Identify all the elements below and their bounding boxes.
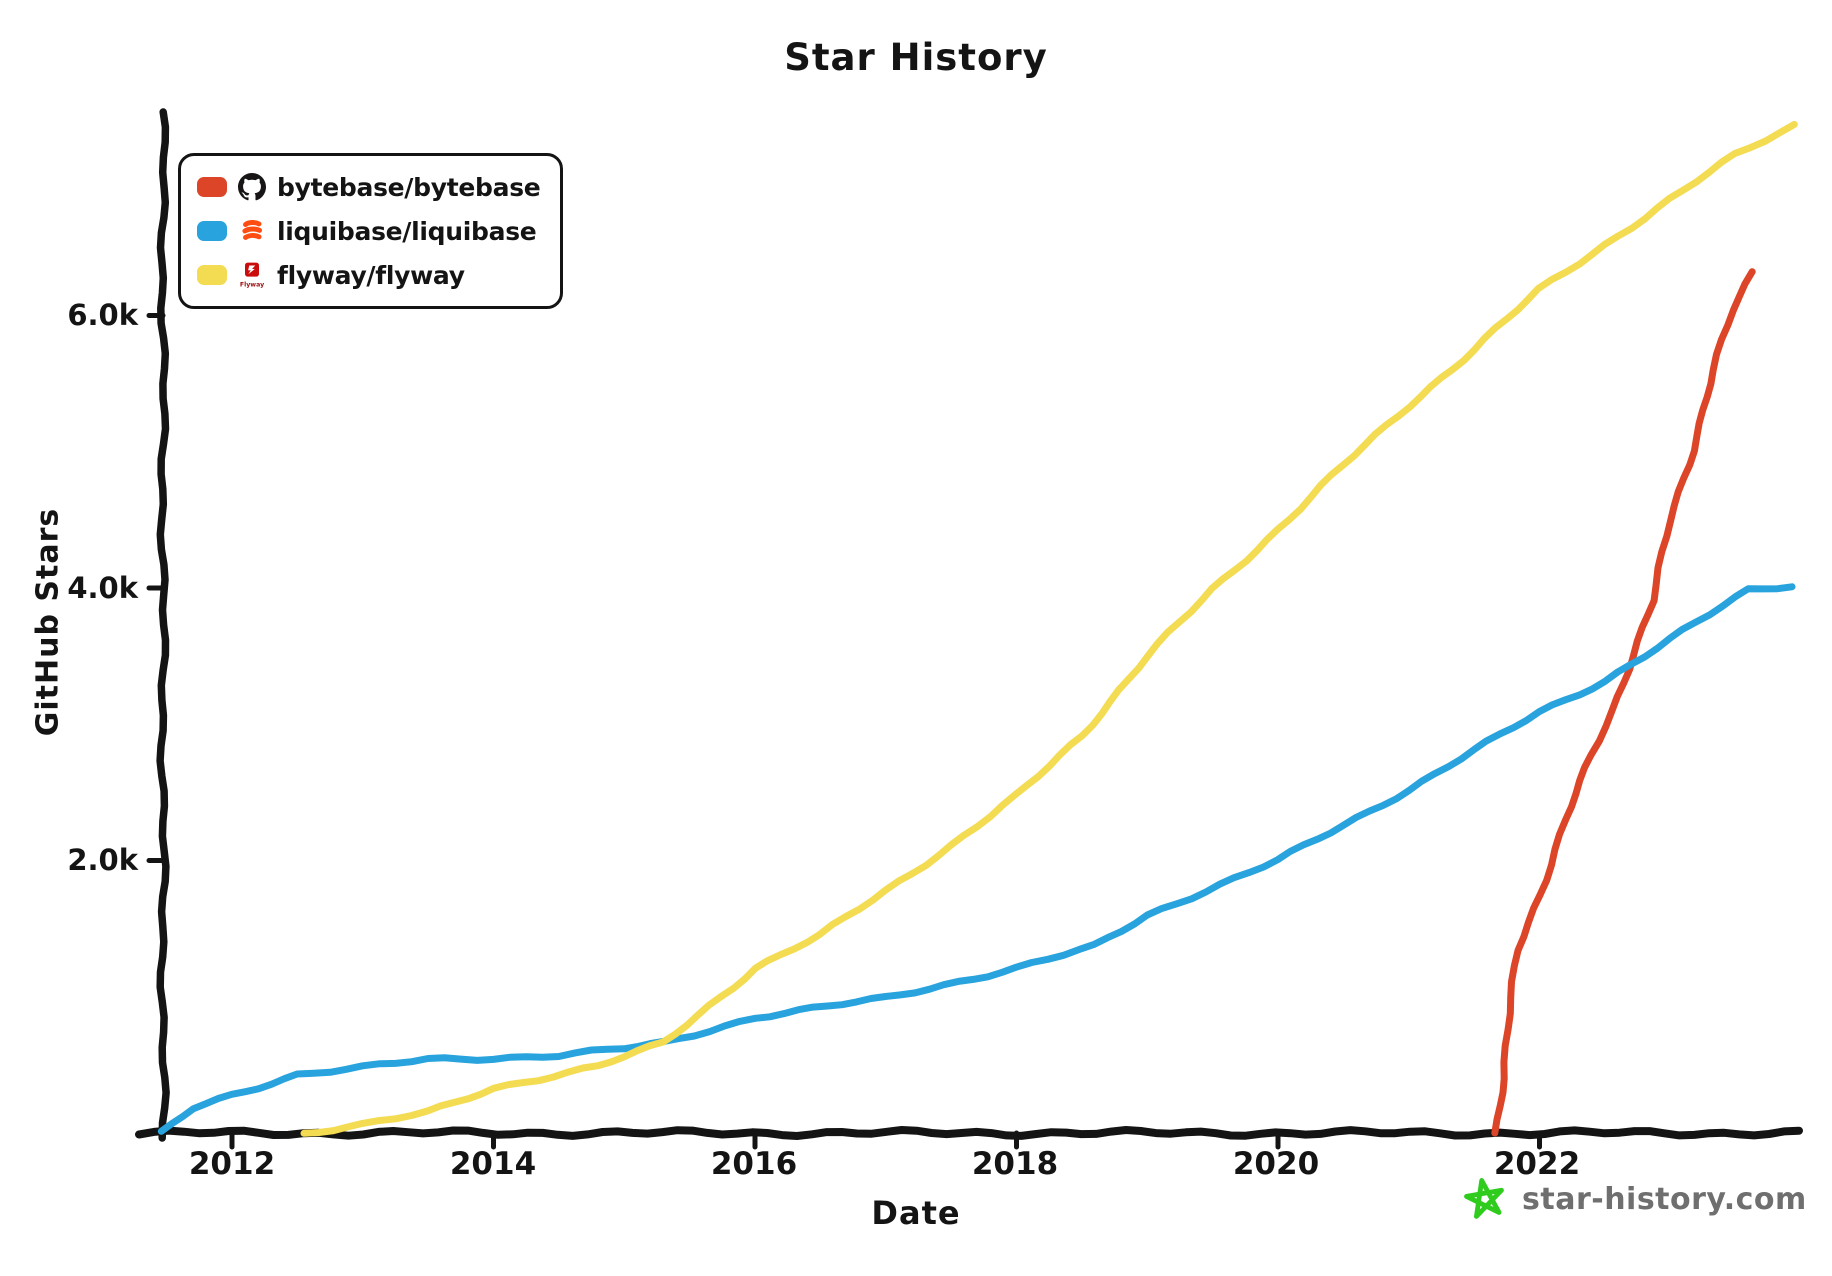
watermark: star-history.com [1462, 1176, 1807, 1222]
y-tick-label-4k: 4.0k [67, 571, 138, 605]
y-tick-label-6k: 6.0k [67, 298, 138, 332]
legend-row-flyway: Flyway flyway/flyway [197, 254, 540, 296]
watermark-link[interactable]: star-history.com [1522, 1181, 1807, 1217]
series-line-liquibase [157, 583, 1796, 1135]
x-tick-label-2018: 2018 [971, 1146, 1059, 1182]
legend-swatch-flyway [197, 265, 227, 285]
github-icon [238, 173, 266, 201]
legend-swatch-bytebase [197, 177, 227, 197]
legend-label-bytebase: bytebase/bytebase [277, 172, 541, 202]
star-icon [1462, 1176, 1508, 1222]
flyway-icon: Flyway [238, 261, 266, 289]
y-axis-title: GitHub Stars [30, 507, 66, 737]
chart-title: Star History [784, 36, 1048, 79]
legend-swatch-liquibase [197, 221, 227, 241]
x-axis-line [135, 1126, 1803, 1140]
x-tick-label-2022: 2022 [1493, 1146, 1581, 1182]
x-tick-label-2012: 2012 [188, 1146, 276, 1182]
x-tick-label-2020: 2020 [1232, 1146, 1320, 1182]
y-axis-line [156, 108, 170, 1142]
series-line-flyway [300, 120, 1798, 1137]
x-axis-title: Date [871, 1194, 961, 1232]
x-tick-label-2014: 2014 [449, 1146, 537, 1182]
legend-row-liquibase: liquibase/liquibase [197, 210, 540, 252]
legend: bytebase/bytebase liquibase/liquibase [178, 153, 564, 309]
legend-label-liquibase: liquibase/liquibase [277, 216, 537, 246]
svg-text:Flyway: Flyway [240, 281, 264, 288]
series-line-bytebase [1491, 268, 1756, 1137]
y-tick-label-2k: 2.0k [67, 843, 138, 877]
liquibase-icon [238, 217, 266, 245]
legend-label-flyway: flyway/flyway [277, 260, 465, 290]
legend-row-bytebase: bytebase/bytebase [197, 166, 541, 208]
x-tick-label-2016: 2016 [710, 1146, 798, 1182]
